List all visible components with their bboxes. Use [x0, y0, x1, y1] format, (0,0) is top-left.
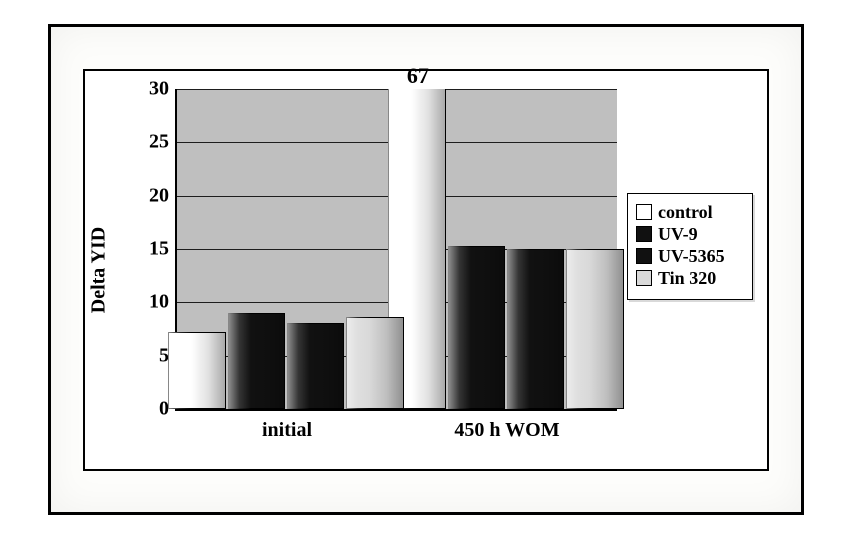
- legend-label: Tin 320: [658, 269, 716, 288]
- bar-control: [168, 332, 225, 409]
- legend-item: UV-9: [636, 225, 744, 244]
- legend-item: control: [636, 203, 744, 222]
- y-axis-title: Delta YID: [88, 227, 111, 313]
- legend-label: control: [658, 203, 713, 222]
- bar-uv-9: [228, 313, 285, 409]
- plot-area: 05101520253067initial450 h WOM: [175, 89, 617, 411]
- legend-item: UV-5365: [636, 247, 744, 266]
- y-tick-label: 15: [149, 238, 177, 261]
- y-tick-label: 30: [149, 78, 177, 101]
- bar-uv-5365: [287, 323, 344, 409]
- y-tick-label: 25: [149, 131, 177, 154]
- legend-swatch: [636, 248, 652, 264]
- outer-frame: Delta YID 05101520253067initial450 h WOM…: [48, 24, 804, 515]
- legend-swatch: [636, 270, 652, 286]
- bar-uv-5365: [507, 249, 564, 409]
- bar-tin-320: [346, 317, 403, 409]
- x-category-label: 450 h WOM: [454, 409, 559, 442]
- x-category-label: initial: [262, 409, 312, 442]
- legend-swatch: [636, 204, 652, 220]
- bar-tin-320: [566, 249, 623, 409]
- legend-item: Tin 320: [636, 269, 744, 288]
- bar-uv-9: [448, 246, 505, 409]
- legend-label: UV-5365: [658, 247, 725, 266]
- bar-overflow-label: 67: [407, 63, 429, 89]
- legend-label: UV-9: [658, 225, 698, 244]
- legend: control UV-9 UV-5365 Tin 320: [627, 193, 753, 300]
- legend-swatch: [636, 226, 652, 242]
- y-tick-label: 20: [149, 184, 177, 207]
- y-tick-label: 10: [149, 291, 177, 314]
- chart-frame: Delta YID 05101520253067initial450 h WOM…: [83, 69, 769, 471]
